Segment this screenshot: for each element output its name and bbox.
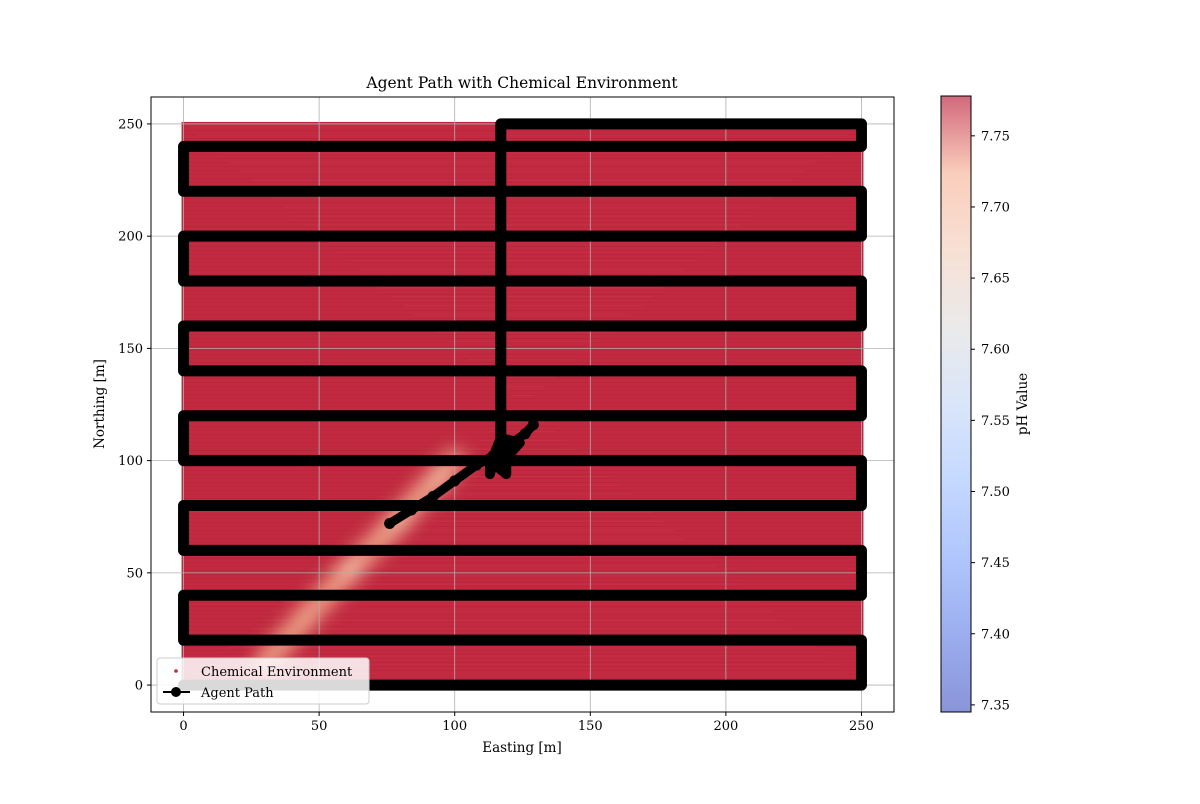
agent-path-point	[427, 491, 439, 503]
colorbar-label: pH Value	[1015, 373, 1031, 435]
agent-path-point	[449, 475, 461, 487]
y-axis-label: Northing [m]	[92, 359, 108, 449]
colorbar-tick-label: 7.70	[981, 200, 1010, 215]
colorbar-ticks: 7.35 7.40 7.45 7.50 7.55 7.60 7.65 7.70 7.75	[971, 129, 1010, 713]
plot-area: 0 50 100 150 200 250 0 50 100 150 200 250 Easting …	[92, 96, 895, 756]
legend-path-label: Agent Path	[200, 686, 274, 701]
y-tick-label: 100	[118, 454, 143, 469]
colorbar-gradient	[941, 96, 971, 712]
agent-path-point	[527, 419, 539, 431]
y-tick-label: 200	[118, 230, 143, 245]
colorbar-tick-label: 7.75	[981, 129, 1010, 144]
colorbar-tick-label: 7.45	[981, 556, 1010, 571]
plume-core	[341, 558, 362, 579]
chart-title: Agent Path with Chemical Environment	[365, 74, 678, 92]
agent-path-point	[519, 428, 531, 440]
x-axis-label: Easting [m]	[482, 740, 562, 756]
y-tick-label: 0	[135, 679, 143, 694]
x-axis: 0 50 100 150 200 250	[179, 712, 874, 734]
x-tick-label: 50	[311, 719, 328, 734]
y-axis: 0 50 100 150 200 250	[118, 117, 151, 694]
agent-path-point	[470, 459, 482, 471]
chemical-environment-layer	[181, 121, 864, 688]
colorbar-tick-label: 7.65	[981, 272, 1010, 287]
plot-frame	[150, 96, 895, 713]
agent-path-layer	[178, 118, 867, 691]
legend-box	[156, 657, 370, 705]
colorbar-frame	[940, 95, 972, 713]
agent-path-cluster	[484, 433, 525, 480]
agent-path-lawnmower	[178, 118, 867, 691]
colorbar: 7.35 7.40 7.45 7.50 7.55 7.60 7.65 7.70 7.75 pH …	[940, 95, 1031, 713]
colorbar-tick-label: 7.50	[981, 485, 1010, 500]
legend-environment-label: Chemical Environment	[201, 665, 353, 680]
colorbar-tick-label: 7.35	[981, 698, 1010, 713]
x-tick-label: 0	[179, 719, 187, 734]
y-tick-label: 50	[126, 566, 143, 581]
colorbar-tick-label: 7.55	[981, 414, 1010, 429]
x-tick-label: 150	[578, 719, 603, 734]
legend-environment-marker	[174, 669, 178, 673]
agent-path-point	[384, 517, 396, 529]
agent-path-point	[405, 504, 417, 516]
colorbar-tick-label: 7.40	[981, 627, 1010, 642]
legend-path-marker	[171, 687, 181, 697]
y-tick-label: 250	[118, 117, 143, 132]
colorbar-tick-label: 7.60	[981, 343, 1010, 358]
x-tick-label: 100	[442, 719, 467, 734]
legend: Chemical Environment Agent Path	[156, 657, 370, 705]
y-tick-label: 150	[118, 342, 143, 357]
x-tick-label: 250	[849, 719, 874, 734]
x-tick-label: 200	[713, 719, 738, 734]
